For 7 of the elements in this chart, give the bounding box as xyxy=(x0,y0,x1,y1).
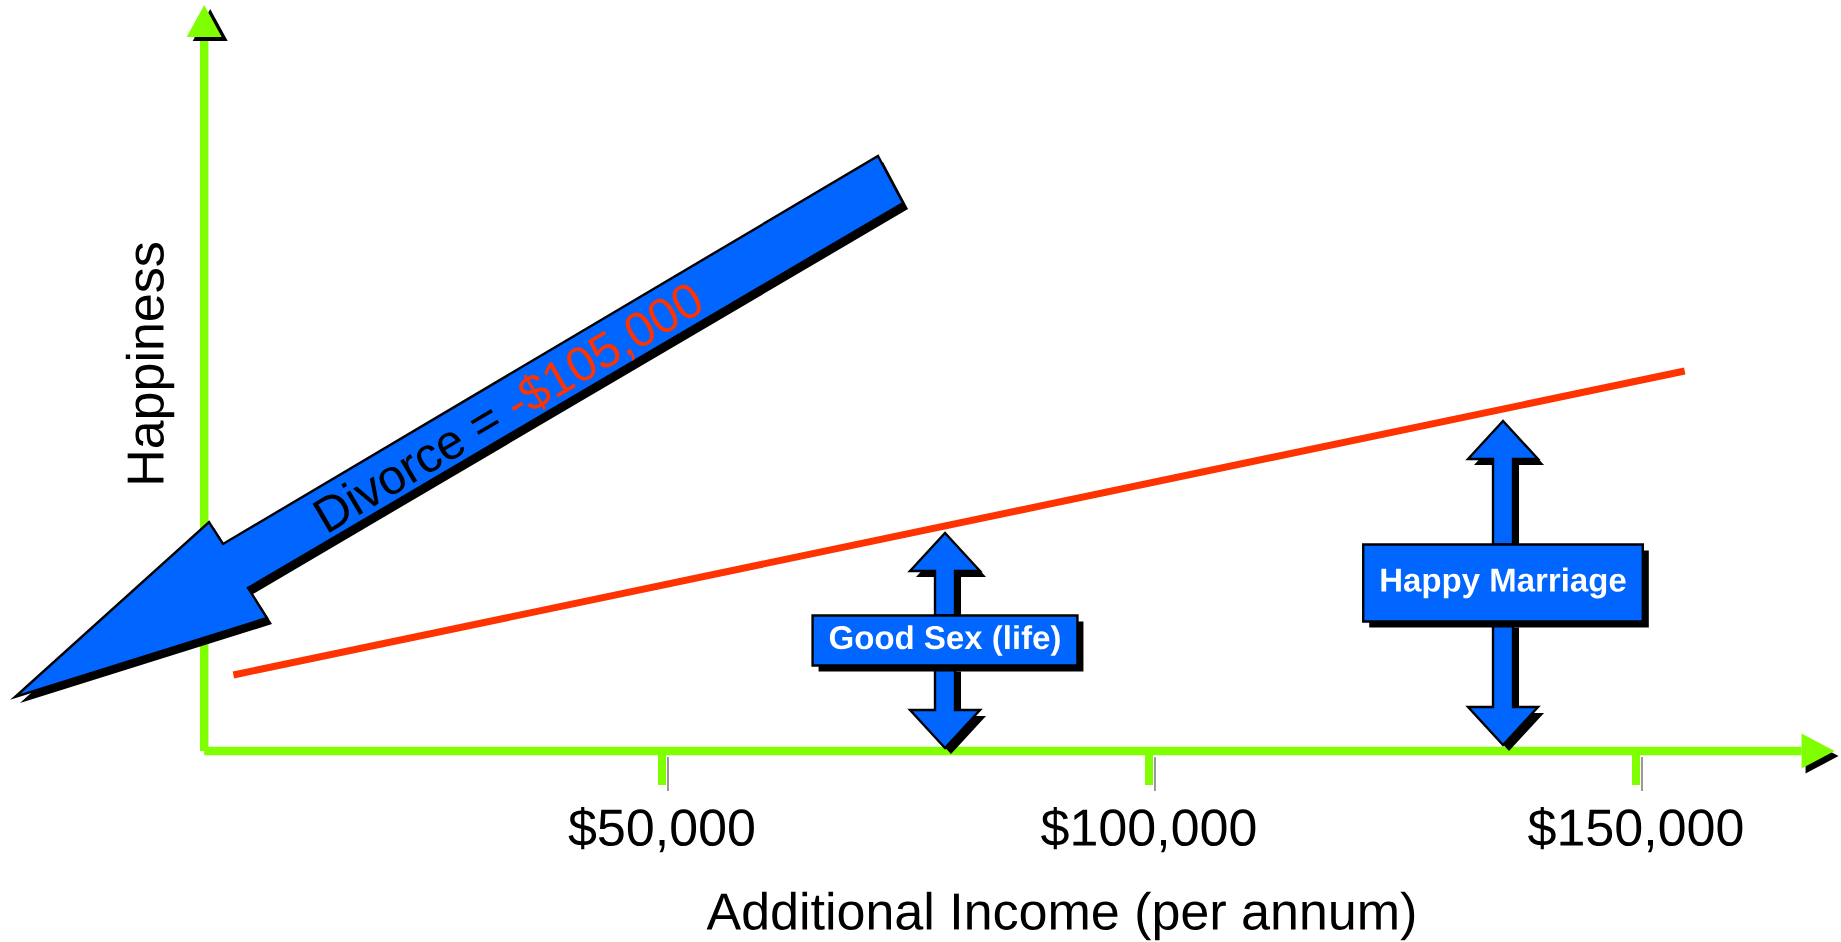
y-axis-title: Happiness xyxy=(125,243,175,483)
x-tick-label: $100,000 xyxy=(1041,807,1256,853)
annotation: Good Sex (life) xyxy=(829,625,1060,656)
x-tick-label: $150,000 xyxy=(1528,807,1743,853)
x-tick-label: $50,000 xyxy=(568,807,754,853)
annotation: Happy Marriage xyxy=(1381,567,1626,599)
x-axis-title: Additional Income (per annum) xyxy=(706,891,1415,941)
